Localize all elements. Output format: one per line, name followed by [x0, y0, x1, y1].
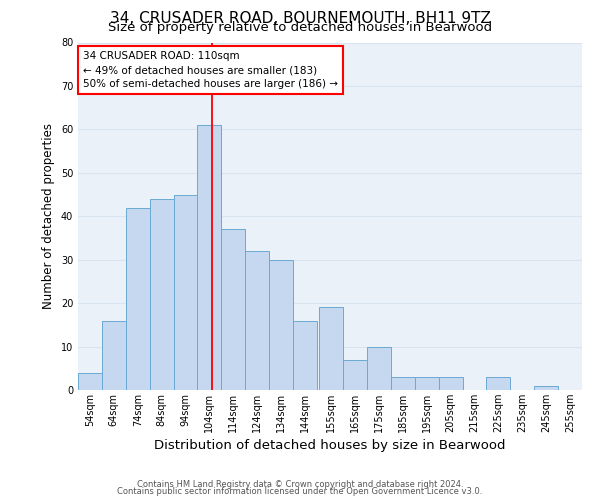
Bar [221, 230, 245, 390]
Bar [173, 194, 197, 390]
Bar [439, 377, 463, 390]
Text: Size of property relative to detached houses in Bearwood: Size of property relative to detached ho… [108, 21, 492, 34]
Bar [102, 320, 126, 390]
Bar [293, 320, 317, 390]
Bar [534, 386, 558, 390]
X-axis label: Distribution of detached houses by size in Bearwood: Distribution of detached houses by size … [154, 439, 506, 452]
Text: Contains public sector information licensed under the Open Government Licence v3: Contains public sector information licen… [118, 487, 482, 496]
Bar [391, 377, 415, 390]
Bar [487, 377, 511, 390]
Bar [126, 208, 149, 390]
Bar [415, 377, 439, 390]
Y-axis label: Number of detached properties: Number of detached properties [42, 123, 55, 309]
Bar [197, 125, 221, 390]
Bar [78, 372, 102, 390]
Bar [269, 260, 293, 390]
Bar [149, 199, 173, 390]
Bar [245, 251, 269, 390]
Bar [343, 360, 367, 390]
Text: Contains HM Land Registry data © Crown copyright and database right 2024.: Contains HM Land Registry data © Crown c… [137, 480, 463, 489]
Text: 34, CRUSADER ROAD, BOURNEMOUTH, BH11 9TZ: 34, CRUSADER ROAD, BOURNEMOUTH, BH11 9TZ [110, 11, 490, 26]
Bar [367, 346, 391, 390]
Bar [319, 308, 343, 390]
Text: 34 CRUSADER ROAD: 110sqm
← 49% of detached houses are smaller (183)
50% of semi-: 34 CRUSADER ROAD: 110sqm ← 49% of detach… [83, 51, 338, 89]
